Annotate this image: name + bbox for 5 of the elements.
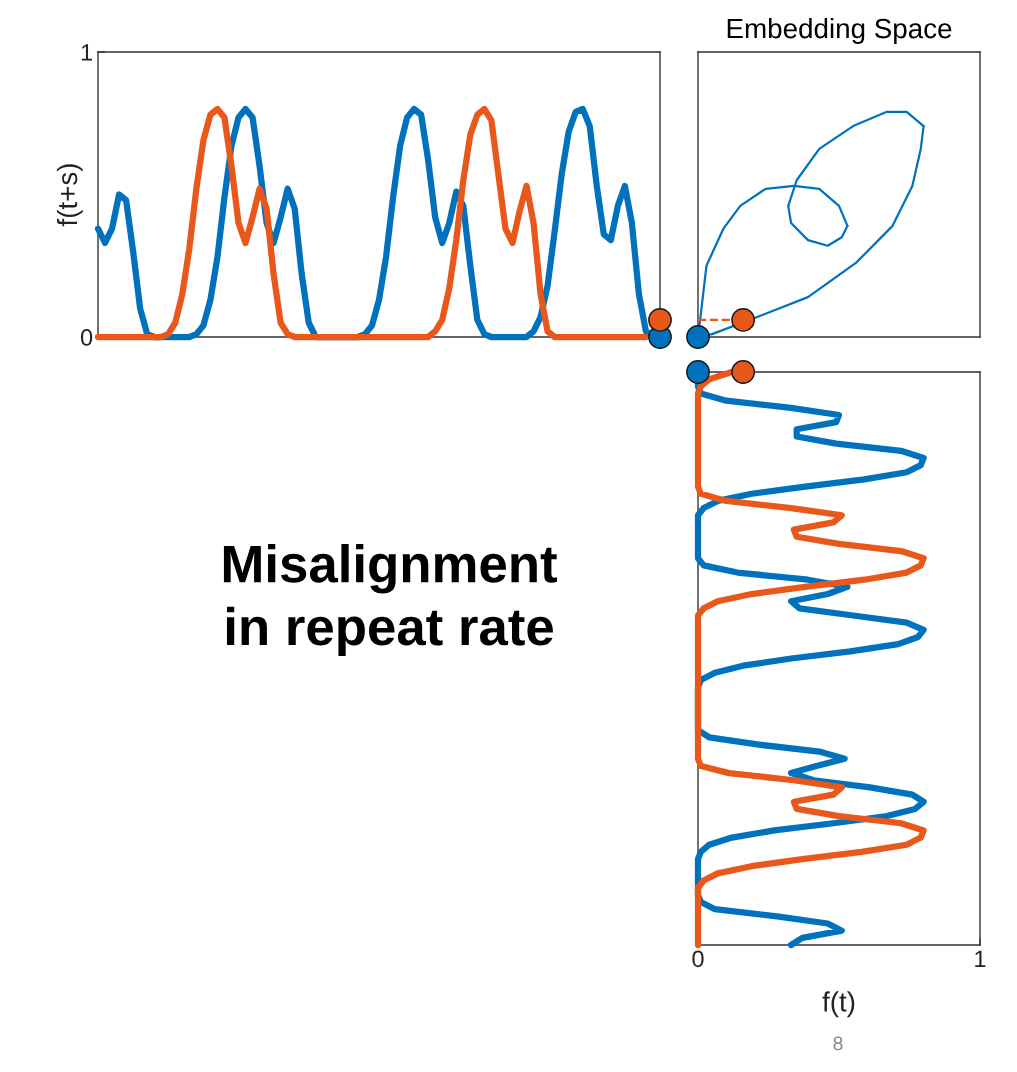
x-axis-title: f(t) [822,991,855,1018]
text: Misalignment in repeat rate [223,543,557,657]
y-axis-title: f(t+s) [56,164,83,227]
chart-title: Embedding Space [727,17,952,44]
text: 8 [833,1036,843,1051]
